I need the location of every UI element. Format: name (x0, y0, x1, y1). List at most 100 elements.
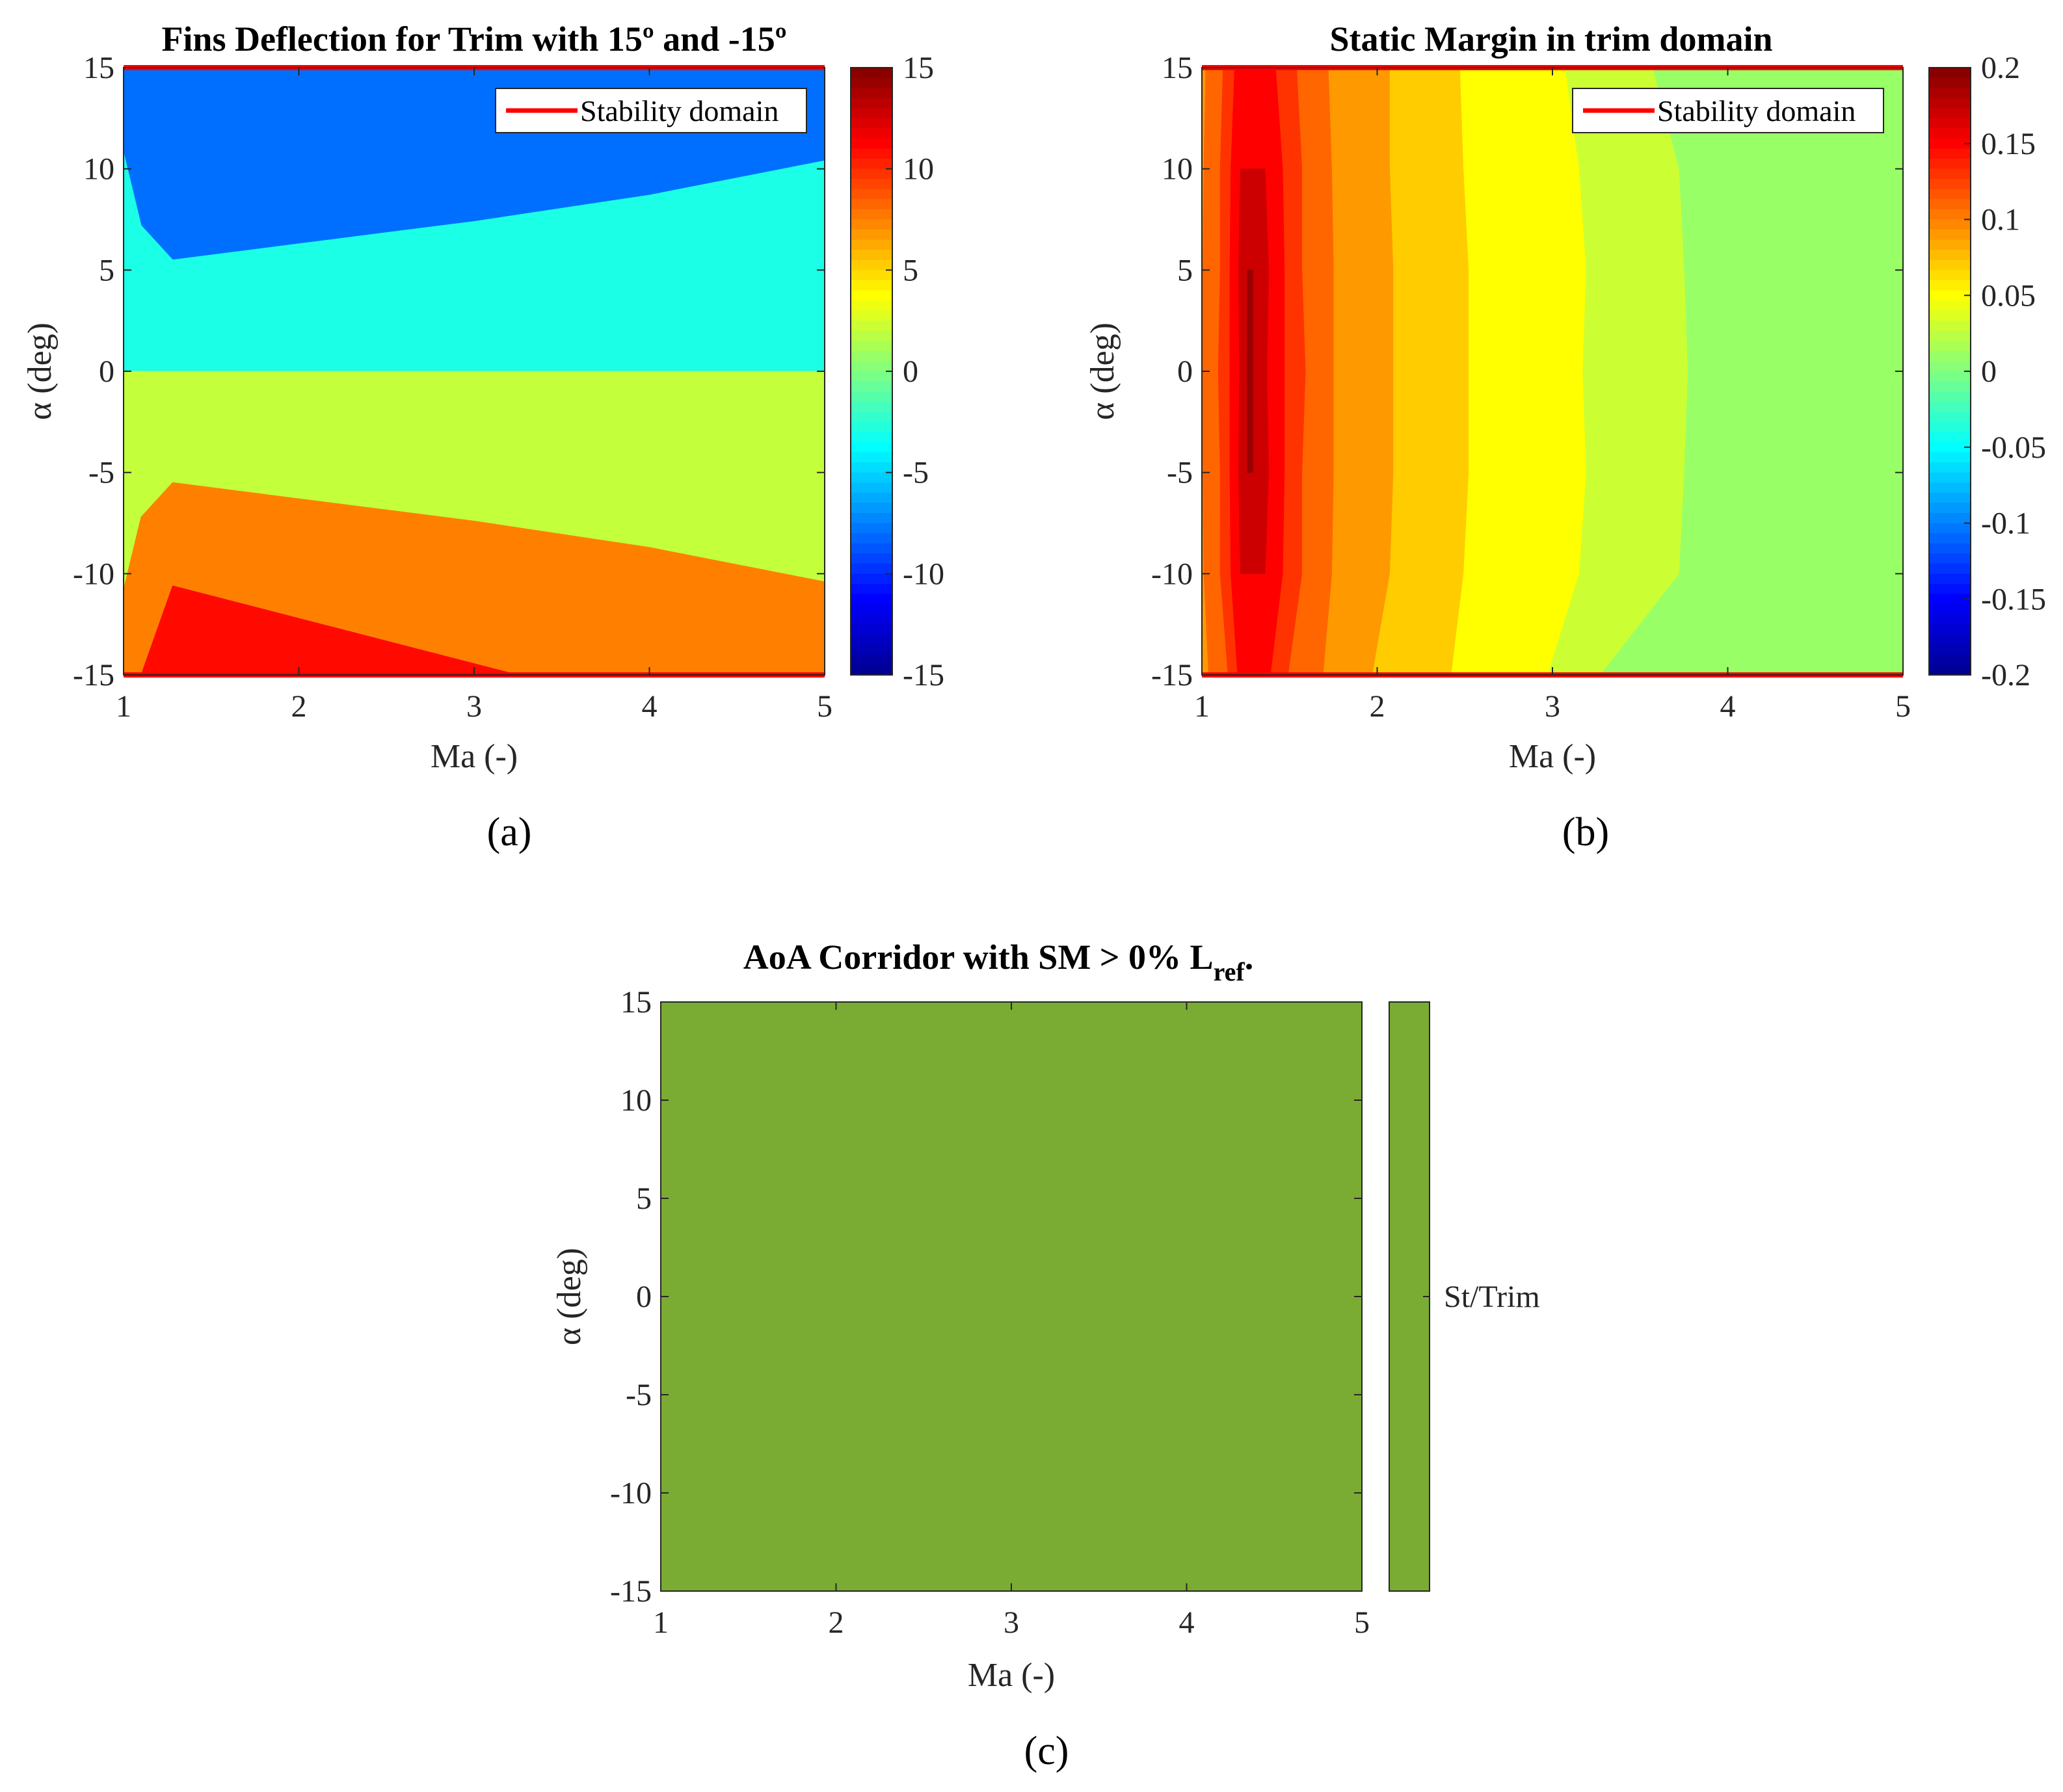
panel-b-colorbar-segment (1929, 482, 1971, 494)
panel-a-colorbar-segment (851, 654, 892, 666)
panel-a-colorbar-tick-label: -5 (903, 456, 929, 490)
panel-b-colorbar-segment (1929, 118, 1971, 129)
panel-a-colorbar-segment (851, 441, 892, 453)
panel-a-colorbar-segment (851, 533, 892, 544)
panel-b-colorbar-segment (1929, 421, 1971, 433)
panel-c-xtick-label: 3 (1004, 1605, 1019, 1640)
panel-b-contour-band-0.16 (1238, 168, 1269, 574)
panel-b-colorbar-segment (1929, 199, 1971, 210)
panel-b-colorbar-segment (1929, 209, 1971, 220)
panel-a-fins-deflection: Fins Deflection for Trim with 15º and -1… (21, 20, 944, 854)
panel-b-colorbar-segment (1929, 634, 1971, 646)
panel-b-legend: Stability domain (1572, 88, 1884, 133)
panel-b-xtick-label: 1 (1194, 689, 1210, 724)
panel-b-colorbar-segment (1929, 230, 1971, 241)
panel-a-ticks: 1 2 3 4 5 -15 -10 -5 0 5 10 15 (73, 51, 832, 724)
panel-a-colorbar-segment (851, 432, 892, 443)
panel-a-colorbar-segment (851, 88, 892, 99)
panel-b-colorbar-segment (1929, 88, 1971, 99)
panel-c-plot-area (661, 1002, 1362, 1591)
panel-a-colorbar-tick-label: 10 (903, 152, 934, 187)
panel-a-colorbar-segment (851, 634, 892, 646)
panel-b-colorbar-tick-label: -0.2 (1981, 658, 2030, 692)
panel-c-xlabel: Ma (-) (968, 1657, 1055, 1694)
panel-a-colorbar-segment (851, 330, 892, 342)
panel-a-title: Fins Deflection for Trim with 15º and -1… (161, 20, 786, 59)
panel-a-colorbar-segment (851, 381, 892, 393)
panel-b-colorbar-segment (1929, 148, 1971, 160)
panel-b-xtick-label: 2 (1370, 689, 1385, 724)
panel-b-colorbar-segment (1929, 259, 1971, 271)
panel-b-colorbar-segment (1929, 512, 1971, 524)
panel-a-colorbar-segment (851, 230, 892, 241)
panel-b-colorbar-segment (1929, 108, 1971, 119)
panel-a-colorbar-segment (851, 168, 892, 180)
panel-a-xtick-label: 4 (642, 689, 658, 724)
panel-b-colorbar-segment (1929, 624, 1971, 635)
panel-a-legend: Stability domain (495, 88, 807, 133)
panel-b-ytick-label: 15 (1162, 51, 1193, 85)
panel-c-ytick-label: -10 (610, 1476, 652, 1510)
panel-b-colorbar-segment (1929, 250, 1971, 261)
panel-a-colorbar-segment (851, 665, 892, 676)
panel-a-colorbar-segment (851, 472, 892, 484)
panel-a-colorbar-segment (851, 321, 892, 332)
panel-b-xtick-label: 5 (1895, 689, 1911, 724)
panel-c-title: AoA Corridor with SM > 0% Lref. (743, 938, 1253, 986)
panel-b-colorbar-segment (1929, 68, 1971, 79)
panel-b-static-margin: Static Margin in trim domain 1 2 3 4 5 -15 -10… (1084, 20, 2046, 854)
panel-a-colorbar-segment (851, 482, 892, 494)
panel-b-colorbar-segment (1929, 503, 1971, 514)
panel-b-xlabel: Ma (-) (1509, 738, 1596, 775)
panel-a-colorbar-segment (851, 68, 892, 79)
panel-a-colorbar-tick-label: 0 (903, 354, 918, 389)
panel-b-colorbar-segment (1929, 523, 1971, 534)
panel-b-contour-band-0.18 (1247, 269, 1253, 473)
panel-b-colorbar-tick-label: -0.1 (1981, 507, 2030, 541)
panel-c-ylabel: α (deg) (551, 1248, 588, 1345)
panel-b-colorbar-segment (1929, 159, 1971, 170)
panel-b-xtick-label: 3 (1545, 689, 1560, 724)
panel-a-label: (a) (487, 810, 532, 854)
panel-b-colorbar-segment (1929, 462, 1971, 473)
panel-b-colorbar-segment (1929, 239, 1971, 251)
panel-a-colorbar-segment (851, 341, 892, 352)
panel-a-colorbar-segment (851, 98, 892, 109)
panel-a-ytick-label: 0 (99, 354, 114, 389)
panel-b-colorbar: -0.2 -0.15 -0.1 -0.05 0 0.05 0.1 0.15 0.2 (1928, 51, 2046, 692)
panel-b-colorbar-segment (1929, 604, 1971, 615)
panel-a-colorbar-segment (851, 573, 892, 585)
panel-a-colorbar-segment (851, 543, 892, 555)
panel-c-title-main: AoA Corridor with SM > 0% L (743, 938, 1214, 977)
panel-c-corridor-fill (661, 1002, 1362, 1591)
panel-a-colorbar-segment (851, 108, 892, 119)
panel-a-xtick-label: 3 (466, 689, 482, 724)
panel-b-colorbar-segment (1929, 381, 1971, 393)
panel-b-colorbar-segment (1929, 270, 1971, 281)
panel-b-colorbar-segment (1929, 321, 1971, 332)
panel-b-colorbar-segment (1929, 391, 1971, 402)
panel-c-ytick-label: 15 (620, 985, 652, 1020)
panel-b-colorbar-segment (1929, 138, 1971, 150)
panel-c-colorbar-tick-label: St/Trim (1444, 1280, 1540, 1314)
panel-a-colorbar-segment (851, 270, 892, 281)
panel-c-xtick-label: 2 (829, 1605, 844, 1640)
panel-c-ytick-label: 0 (636, 1280, 652, 1314)
panel-b-colorbar-tick-label: 0 (1981, 354, 1997, 389)
panel-b-colorbar-segment (1929, 472, 1971, 484)
panel-a-colorbar-segment (851, 189, 892, 200)
panel-a-ytick-label: -5 (88, 456, 114, 490)
panel-b-ytick-label: -5 (1167, 456, 1193, 490)
panel-a-xtick-label: 2 (291, 689, 307, 724)
panel-a-colorbar-segment (851, 361, 892, 372)
panel-b-colorbar-segment (1929, 341, 1971, 352)
panel-b-colorbar-segment (1929, 553, 1971, 564)
panel-b-ytick-label: 5 (1177, 253, 1193, 287)
panel-b-colorbar-segment (1929, 300, 1971, 311)
panel-b-ylabel: α (deg) (1084, 323, 1121, 420)
panel-a-colorbar-segment (851, 280, 892, 291)
panel-a-colorbar-segment (851, 594, 892, 605)
panel-b-colorbar-segment (1929, 583, 1971, 595)
panel-a-colorbar-segment (851, 644, 892, 655)
panel-a-colorbar-segment (851, 563, 892, 575)
